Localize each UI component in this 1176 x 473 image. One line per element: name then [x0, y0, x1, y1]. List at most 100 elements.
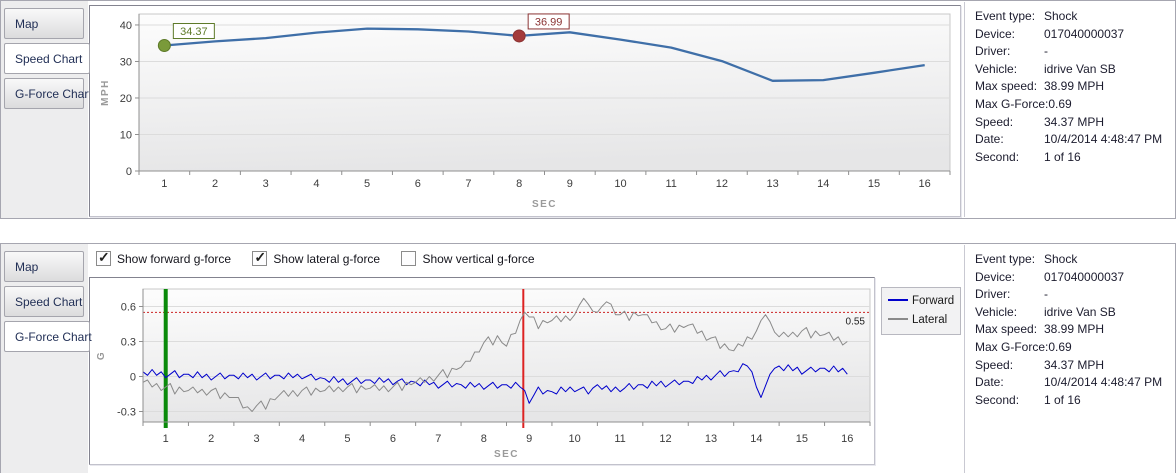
tab-speed-chart[interactable]: Speed Chart — [4, 286, 84, 317]
svg-text:13: 13 — [766, 178, 778, 190]
svg-text:16: 16 — [919, 178, 931, 190]
checkbox-icon — [96, 249, 111, 266]
svg-text:5: 5 — [344, 433, 350, 445]
svg-text:20: 20 — [120, 93, 132, 105]
svg-text:14: 14 — [750, 433, 762, 445]
info-value: - — [1044, 44, 1048, 59]
info-label: Device: — [975, 269, 1016, 284]
speed-chart[interactable]: 34.37 36.99 1 2 3 4 5 6 7 8 9 10 11 12 13 14 15 16 0 10 20 30… — [89, 5, 961, 217]
lateral-line-icon — [888, 318, 908, 320]
info-value: 10/4/2014 4:48:47 PM — [1044, 132, 1163, 147]
svg-text:7: 7 — [435, 433, 441, 445]
info-value: - — [1044, 287, 1048, 302]
tab-map[interactable]: Map — [4, 251, 84, 282]
info-label: Date: — [975, 132, 1004, 147]
svg-text:7: 7 — [465, 178, 471, 190]
info-label: Event type: — [975, 9, 1036, 23]
info-value: idrive Van SB — [1044, 61, 1116, 76]
info-row: Device: 017040000037 — [975, 270, 1174, 288]
svg-text:11: 11 — [614, 433, 625, 445]
svg-text:9: 9 — [567, 178, 573, 190]
info-value: Shock — [1044, 252, 1078, 266]
info-row: Max G-Force:0.69 — [975, 340, 1174, 358]
info-value: 38.99 MPH — [1044, 79, 1105, 94]
info-row: Vehicle: idrive Van SB — [975, 305, 1174, 323]
info-value: Shock — [1044, 9, 1078, 23]
forward-line-icon — [888, 299, 908, 301]
svg-text:0.6: 0.6 — [121, 302, 136, 314]
tab-gforce-chart[interactable]: G-Force Chart — [4, 78, 92, 109]
info-row: Second: 1 of 16 — [975, 393, 1174, 411]
svg-text:0: 0 — [130, 372, 136, 384]
y-axis-title: G — [96, 351, 107, 360]
svg-text:4: 4 — [299, 433, 305, 445]
info-row: Device: 017040000037 — [975, 27, 1174, 45]
info-row: Driver: - — [975, 44, 1174, 62]
gforce-chart[interactable]: 0.55 1 2 3 4 5 6 7 8 9 10 11 12 13 14 15 16 -0.3 0 0.3 0.6 SE… — [89, 277, 875, 465]
svg-text:12: 12 — [716, 178, 728, 190]
svg-text:11: 11 — [666, 178, 677, 190]
info-value: 34.37 MPH — [1044, 357, 1105, 372]
event-info-panel: Event type: Shock Device: 017040000037 Drive… — [964, 245, 1174, 473]
checkbox-label: Show lateral g-force — [273, 252, 381, 266]
svg-text:1: 1 — [163, 433, 169, 445]
info-value: 017040000037 — [1044, 269, 1125, 284]
svg-text:3: 3 — [263, 178, 269, 190]
svg-text:10: 10 — [120, 129, 132, 141]
speed-panel: Map Speed Chart G-Force Chart 34.37 36.99… — [0, 0, 1176, 219]
checkbox-show-lateral-gforce[interactable]: Show lateral g-force — [252, 249, 381, 266]
svg-text:15: 15 — [868, 178, 880, 190]
info-row: Date: 10/4/2014 4:48:47 PM — [975, 132, 1174, 150]
info-label: Speed: — [975, 357, 1014, 372]
info-value: 0.69 — [1048, 339, 1072, 354]
info-label: Speed: — [975, 114, 1014, 129]
info-label: Event type: — [975, 252, 1036, 266]
info-row: Driver: - — [975, 287, 1174, 305]
svg-text:13: 13 — [705, 433, 717, 445]
tab-map[interactable]: Map — [4, 8, 84, 39]
threshold-label: 0.55 — [846, 316, 866, 327]
checkbox-label: Show vertical g-force — [422, 252, 535, 266]
checkbox-icon — [401, 251, 417, 266]
gforce-toggles: Show forward g-force Show lateral g-forc… — [96, 249, 553, 271]
info-label: Vehicle: — [975, 61, 1018, 76]
svg-text:16: 16 — [841, 433, 853, 445]
info-row: Event type: Shock — [975, 9, 1174, 27]
svg-text:2: 2 — [208, 433, 214, 445]
info-value: 38.99 MPH — [1044, 322, 1105, 337]
tab-gforce-chart[interactable]: G-Force Chart — [4, 321, 92, 352]
info-label: Max speed: — [975, 79, 1038, 94]
legend-item-forward: Forward — [888, 292, 954, 311]
checkbox-icon — [252, 249, 268, 266]
info-row: Event type: Shock — [975, 252, 1174, 270]
svg-text:2: 2 — [212, 178, 218, 190]
info-label: Device: — [975, 26, 1016, 41]
info-value: 1 of 16 — [1044, 392, 1081, 407]
info-label: Max speed: — [975, 322, 1038, 337]
info-row: Max G-Force:0.69 — [975, 97, 1174, 115]
info-label: Driver: — [975, 44, 1011, 59]
x-axis-title: SEC — [532, 199, 557, 210]
info-row: Second: 1 of 16 — [975, 150, 1174, 168]
info-row: Max speed: 38.99 MPH — [975, 322, 1174, 340]
info-row: Vehicle: idrive Van SB — [975, 62, 1174, 80]
svg-text:40: 40 — [120, 20, 132, 32]
tab-speed-chart[interactable]: Speed Chart — [4, 43, 90, 74]
svg-text:0: 0 — [126, 166, 132, 178]
svg-text:8: 8 — [516, 178, 522, 190]
info-value: 0.69 — [1048, 96, 1072, 111]
gforce-panel-tabstrip: Map Speed Chart G-Force Chart — [1, 244, 92, 473]
point-label: 36.99 — [535, 16, 563, 28]
svg-text:8: 8 — [481, 433, 487, 445]
event-info-panel: Event type: Shock Device: 017040000037 Drive… — [964, 2, 1174, 217]
checkbox-show-vertical-gforce[interactable]: Show vertical g-force — [401, 251, 535, 266]
legend-item-lateral: Lateral — [888, 311, 954, 330]
checkbox-show-forward-gforce[interactable]: Show forward g-force — [96, 249, 231, 266]
svg-text:12: 12 — [659, 433, 671, 445]
svg-text:-0.3: -0.3 — [117, 407, 136, 419]
info-value: 34.37 MPH — [1044, 114, 1105, 129]
info-label: Max G-Force: — [975, 339, 1049, 354]
svg-text:14: 14 — [817, 178, 829, 190]
info-row: Speed: 34.37 MPH — [975, 358, 1174, 376]
svg-text:9: 9 — [526, 433, 532, 445]
